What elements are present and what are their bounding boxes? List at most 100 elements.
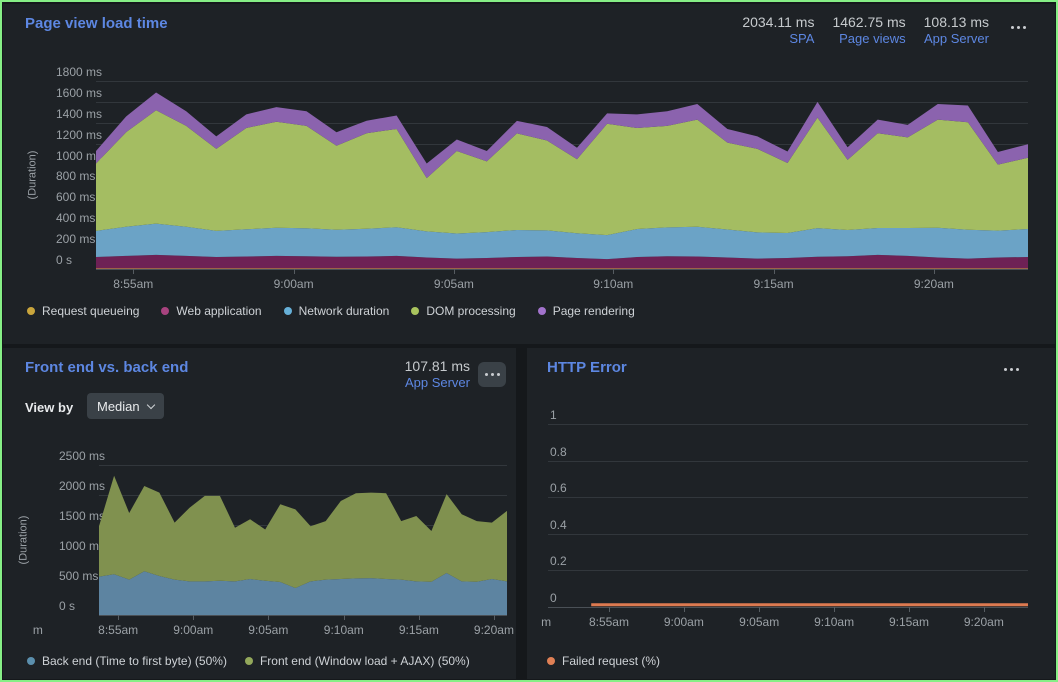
legend-item[interactable]: Failed request (%) (547, 654, 660, 668)
panel-menu-icon[interactable] (1011, 26, 1026, 29)
legend-item[interactable]: Front end (Window load + AJAX) (50%) (245, 654, 470, 668)
x-tick-mark (774, 269, 775, 274)
legend-item[interactable]: DOM processing (411, 304, 515, 318)
view-by-dropdown[interactable]: Median (87, 393, 164, 419)
x-tick-mark (193, 615, 194, 620)
chart-page-view-load-time[interactable]: 1800 ms1600 ms1400 ms1200 ms1000 ms800 m… (96, 81, 1028, 269)
x-tick-label: 8:55am (589, 615, 629, 629)
chart-legend: Back end (Time to first byte) (50%) Front… (27, 654, 470, 668)
legend-item[interactable]: Web application (161, 304, 261, 318)
legend-item[interactable]: Back end (Time to first byte) (50%) (27, 654, 227, 668)
y-tick-label: 600 ms (56, 190, 95, 205)
x-tick-label: 9:15am (889, 615, 929, 629)
y-axis-title-wrap: (Duration) (3, 465, 43, 615)
x-tick-label: 8:55am (113, 277, 153, 291)
x-tick-label: 9:10am (593, 277, 633, 291)
x-tick-mark (984, 607, 985, 612)
view-by-label: View by (25, 400, 73, 415)
x-tick-label: 9:00am (173, 623, 213, 637)
panel-title-http-error[interactable]: HTTP Error (547, 359, 627, 376)
y-tick-label: 1800 ms (56, 65, 102, 80)
legend-label: Front end (Window load + AJAX) (50%) (260, 654, 470, 668)
panel-menu-button[interactable] (478, 362, 506, 387)
area-series (96, 269, 1028, 270)
metric-value: 108.13 ms (924, 14, 989, 31)
gridline (96, 269, 1028, 270)
x-tick-mark (909, 607, 910, 612)
x-tick-label: 9:20am (474, 623, 514, 637)
metric: 2034.11 msSPA (742, 14, 814, 47)
legend-dot-icon (538, 307, 546, 315)
x-tick-mark (834, 607, 835, 612)
x-tick-mark (344, 615, 345, 620)
metric-label-link[interactable]: SPA (789, 31, 814, 47)
gridline (548, 607, 1028, 608)
metric: 1462.75 msPage views (832, 14, 905, 47)
x-tick-mark (118, 615, 119, 620)
x-tick-mark (494, 615, 495, 620)
panel-menu-icon[interactable] (1004, 368, 1019, 371)
y-tick-label: 400 ms (56, 211, 95, 226)
x-tick-mark (613, 269, 614, 274)
y-axis-title: (Duration) (26, 151, 38, 200)
legend-label: DOM processing (426, 304, 515, 318)
x-tick-label: 8:55am (98, 623, 138, 637)
x-tick-label: 9:00am (664, 615, 704, 629)
metric-label-link[interactable]: App Server (405, 375, 470, 391)
y-tick-label: 500 ms (59, 569, 98, 584)
summary-metrics: 107.81 msApp Server (405, 358, 470, 391)
y-tick-label: 800 ms (56, 169, 95, 184)
legend-item[interactable]: Page rendering (538, 304, 635, 318)
legend-label: Back end (Time to first byte) (50%) (42, 654, 227, 668)
y-tick-label: 2500 ms (59, 449, 105, 464)
dashboard: Page view load time 2034.11 msSPA 1462.75… (0, 0, 1058, 682)
chart-front-end-vs-back-end[interactable]: 2500 ms2000 ms1500 ms1000 ms500 ms0 sm8:… (99, 465, 507, 615)
x-tick-label: 9:10am (324, 623, 364, 637)
legend-label: Page rendering (553, 304, 635, 318)
panel-title-page-view-load-time[interactable]: Page view load time (25, 15, 168, 32)
x-tick-label: 9:05am (248, 623, 288, 637)
x-tick-mark (419, 615, 420, 620)
metric-value: 1462.75 ms (832, 14, 905, 31)
x-tick-label: 9:15am (399, 623, 439, 637)
metric-value: 2034.11 ms (742, 14, 814, 31)
x-tick-label: m (33, 623, 43, 637)
legend-dot-icon (245, 657, 253, 665)
summary-metrics: 2034.11 msSPA 1462.75 msPage views 108.13 … (742, 14, 989, 47)
chart-legend: Request queueing Web application Network d… (27, 304, 635, 318)
view-by-value: Median (97, 399, 140, 414)
y-tick-label: 200 ms (56, 232, 95, 247)
chevron-down-icon (146, 400, 154, 408)
y-tick-label: 0 s (56, 253, 72, 268)
legend-label: Failed request (%) (562, 654, 660, 668)
x-tick-label: 9:05am (739, 615, 779, 629)
chart-http-error[interactable]: 10.80.60.40.20m8:55am9:00am9:05am9:10am9… (548, 424, 1028, 607)
gridline (99, 615, 507, 616)
legend-item[interactable]: Network duration (284, 304, 390, 318)
legend-label: Network duration (299, 304, 390, 318)
x-tick-label: 9:05am (434, 277, 474, 291)
panel-page-view-load-time: Page view load time 2034.11 msSPA 1462.75… (3, 4, 1055, 344)
x-tick-mark (133, 269, 134, 274)
legend-label: Request queueing (42, 304, 139, 318)
metric: 108.13 msApp Server (924, 14, 989, 47)
legend-dot-icon (27, 657, 35, 665)
metric-label-link[interactable]: App Server (924, 31, 989, 47)
x-tick-label: 9:20am (964, 615, 1004, 629)
panel-http-error: HTTP Error 10.80.60.40.20m8:55am9:00am9:… (527, 348, 1055, 679)
chart-legend: Failed request (%) (547, 654, 660, 668)
y-tick-label: 0 s (59, 599, 75, 614)
metric-label-link[interactable]: Page views (839, 31, 905, 47)
legend-dot-icon (547, 657, 555, 665)
panel-title-front-end-vs-back-end[interactable]: Front end vs. back end (25, 359, 188, 376)
x-tick-mark (759, 607, 760, 612)
x-tick-mark (609, 607, 610, 612)
legend-dot-icon (284, 307, 292, 315)
y-tick-label: 1 (550, 408, 557, 423)
x-tick-label: 9:10am (814, 615, 854, 629)
x-tick-label: 9:20am (914, 277, 954, 291)
legend-item[interactable]: Request queueing (27, 304, 139, 318)
panel-front-end-vs-back-end: Front end vs. back end 107.81 msApp Serv… (3, 348, 516, 679)
x-tick-label: 9:15am (754, 277, 794, 291)
y-axis-title-wrap: (Duration) (3, 81, 61, 269)
